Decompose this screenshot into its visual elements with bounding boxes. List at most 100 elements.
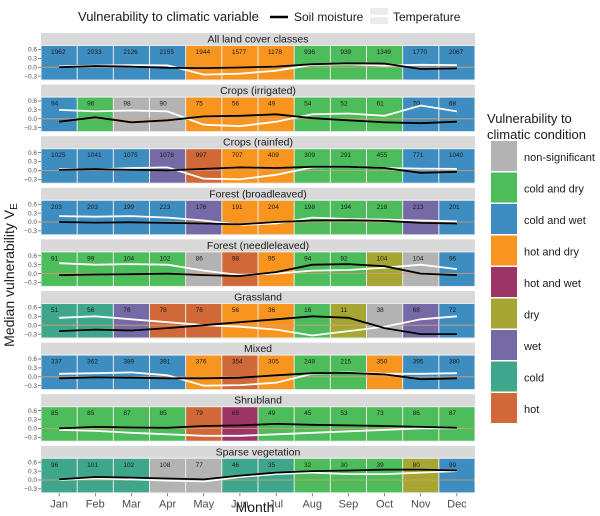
tile-Apr: [150, 355, 186, 390]
count-label: 92: [340, 255, 348, 262]
right-legend: Vulnerability to climatic condition non-…: [487, 111, 595, 423]
count-label: 11: [340, 307, 347, 314]
panel-background: [41, 199, 475, 236]
count-label: 198: [304, 204, 315, 211]
count-label: 45: [304, 410, 312, 417]
count-label: 201: [449, 204, 460, 211]
count-label: 98: [123, 101, 131, 108]
soil-moisture-line: [59, 165, 457, 174]
legend-label-cd: cold and dry: [524, 183, 584, 195]
temperature-line: [59, 215, 457, 226]
count-label: 85: [87, 410, 95, 417]
count-label: 53: [340, 410, 348, 417]
panel-8: Sparse vegetation 96 101 102 108 77 46 35 32 30 39…: [24, 445, 475, 494]
tile-Sep: [330, 458, 366, 493]
y-tick-label: −0.3: [24, 331, 37, 338]
tile-May: [186, 149, 222, 183]
count-label: 1040: [449, 152, 464, 159]
legend-swatch-ns: [491, 141, 517, 171]
svg-text:Median vulnerability VE: Median vulnerability VE: [1, 203, 20, 347]
panel-background: [41, 45, 475, 81]
count-label: 70: [413, 101, 421, 108]
y-tick-label: 0.6: [28, 356, 37, 363]
panel-title: All land cover classes: [208, 34, 309, 46]
y-tick-label: 0.6: [28, 253, 37, 260]
count-label: 86: [413, 410, 421, 417]
count-label: 1962: [51, 49, 66, 56]
y-tick-label: −0.3: [24, 176, 37, 183]
count-label: 337: [51, 359, 62, 366]
tile-Nov: [403, 407, 439, 441]
count-label: 376: [196, 359, 207, 366]
count-label: 90: [160, 101, 168, 108]
count-label: 108: [160, 462, 171, 469]
legend-swatch-cold: [491, 361, 517, 392]
y-tick-label: 0.0: [28, 477, 37, 484]
count-label: 96: [449, 255, 457, 262]
count-label: 203: [51, 204, 62, 211]
y-tick-label: 0.6: [28, 201, 37, 208]
count-label: 707: [232, 152, 243, 159]
count-label: 38: [377, 307, 385, 314]
legend-swatch-wet: [491, 330, 517, 360]
legend-swatch-hd: [491, 235, 517, 266]
count-label: 104: [413, 255, 424, 262]
panel-1: Crops (irrigated) 94 96 98 90 75 56 49 54 52 61 70 6…: [24, 84, 475, 133]
count-label: 203: [87, 204, 98, 211]
legend-swatch-dry: [491, 298, 517, 329]
count-label: 409: [268, 152, 279, 159]
count-label: 2126: [123, 49, 138, 56]
count-label: 936: [304, 49, 315, 56]
panel-strip: [41, 136, 475, 149]
count-label: 939: [340, 49, 351, 56]
tile-Jan: [41, 149, 77, 183]
count-label: 56: [232, 101, 240, 108]
legend-swatch-hot: [491, 393, 517, 423]
x-tick-label-Jun: Jun: [231, 498, 249, 510]
tile-Dec: [439, 458, 475, 493]
count-label: 80: [413, 462, 421, 469]
soil-moisture-line: [59, 371, 457, 381]
legend-label-hw: hot and wet: [524, 278, 581, 290]
panel-6: Mixed 337 362 389 391 376 354 305 248 215 350 395 38…: [24, 342, 475, 391]
count-label: 101: [87, 462, 98, 469]
tile-Dec: [439, 97, 475, 132]
y-tick-label: 0.3: [28, 210, 37, 217]
count-label: 1178: [268, 49, 282, 56]
panel-3: Forest (broadleaved) 203 203 199 223 176 191 20…: [24, 187, 475, 236]
panel-strip: [41, 445, 475, 458]
count-label: 91: [51, 255, 59, 262]
count-label: 997: [196, 152, 207, 159]
y-tick-label: 0.3: [28, 417, 37, 424]
count-label: 95: [268, 255, 276, 262]
count-label: 39: [377, 462, 385, 469]
tile-Feb: [77, 458, 113, 493]
count-label: 102: [123, 462, 134, 469]
top-legend: Vulnerability to climatic variable Soil …: [78, 8, 461, 24]
panel-strip: [41, 187, 475, 200]
tile-Feb: [77, 252, 113, 286]
count-label: 69: [232, 410, 240, 417]
legend-label-hd: hot and dry: [524, 246, 580, 258]
panel-title: Crops (rainfed): [223, 137, 293, 149]
y-tick-label: 0.3: [28, 56, 37, 63]
tile-Feb: [77, 149, 113, 183]
panel-0: All land cover classes 1962 2033 2126 2155 19…: [24, 33, 475, 81]
y-tick-label: 0.6: [28, 47, 37, 54]
y-tick-label: 0.3: [28, 262, 37, 269]
tile-Oct: [367, 355, 403, 390]
tile-Dec: [439, 149, 475, 183]
tile-Aug: [294, 304, 330, 338]
count-label: 87: [123, 410, 131, 417]
tile-Dec: [439, 200, 475, 235]
temperature-line: [59, 315, 457, 337]
legend-label-wet: wet: [523, 341, 541, 353]
y-axis-label-subscript: E: [9, 203, 20, 210]
soil-moisture-line: [59, 263, 457, 277]
tile-Nov: [403, 458, 439, 493]
count-label: 68: [413, 307, 421, 314]
tile-Aug: [294, 458, 330, 493]
count-label: 2067: [449, 49, 464, 56]
count-label: 309: [304, 152, 315, 159]
